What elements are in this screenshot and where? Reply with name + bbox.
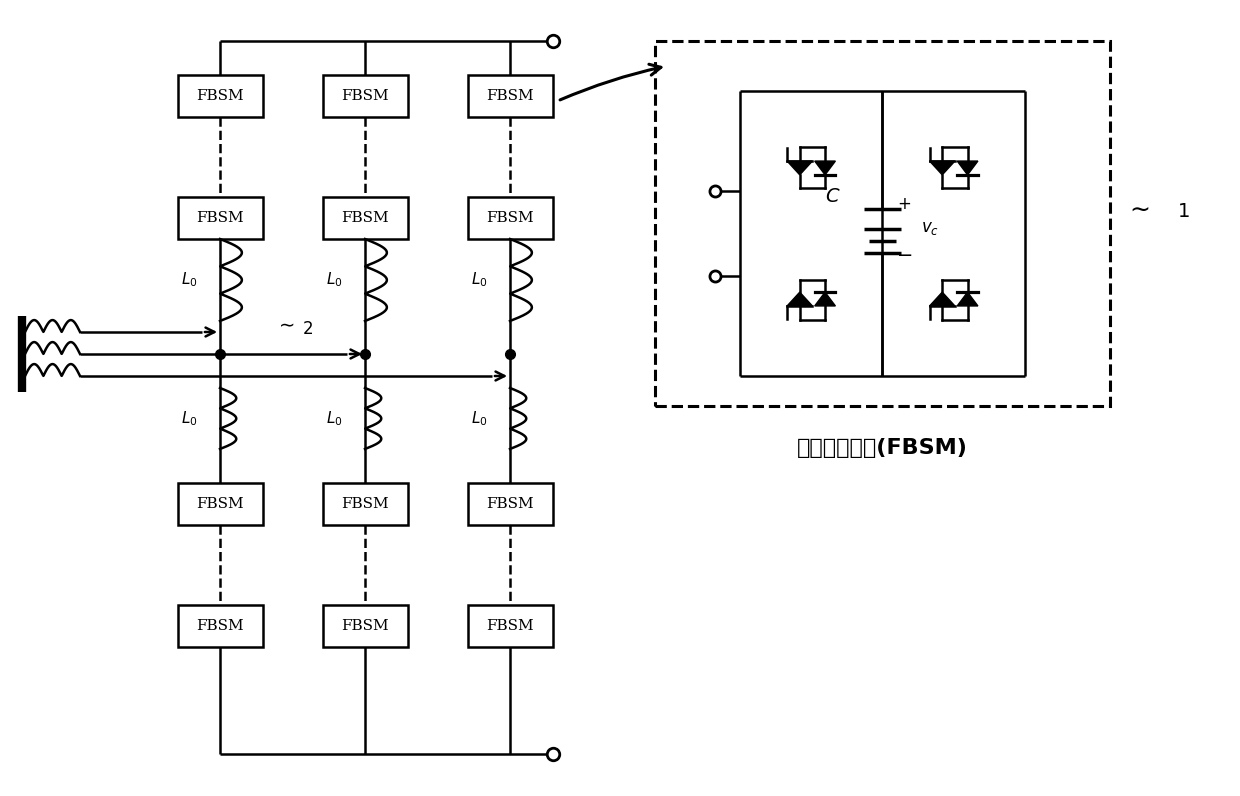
Bar <box>467 75 553 117</box>
Text: $L_0$: $L_0$ <box>326 409 343 428</box>
Text: $v_c$: $v_c$ <box>921 220 940 237</box>
Text: FBSM: FBSM <box>196 619 244 633</box>
Text: FBSM: FBSM <box>341 497 389 511</box>
Polygon shape <box>815 292 836 306</box>
Bar <box>467 605 553 647</box>
Text: FBSM: FBSM <box>341 211 389 225</box>
Bar <box>322 483 408 525</box>
Polygon shape <box>930 161 955 175</box>
Bar <box>655 41 1110 406</box>
Text: $L_0$: $L_0$ <box>326 271 343 290</box>
Text: $\sim$: $\sim$ <box>1126 197 1151 220</box>
Text: FBSM: FBSM <box>196 211 244 225</box>
Bar <box>177 75 263 117</box>
Text: FBSM: FBSM <box>486 619 533 633</box>
Polygon shape <box>787 292 812 306</box>
Text: FBSM: FBSM <box>196 497 244 511</box>
Text: FBSM: FBSM <box>341 89 389 103</box>
Text: $-$: $-$ <box>897 244 913 263</box>
Text: 全桥型子模块(FBSM): 全桥型子模块(FBSM) <box>797 438 968 458</box>
Polygon shape <box>957 292 978 306</box>
Bar <box>322 75 408 117</box>
Text: FBSM: FBSM <box>341 619 389 633</box>
Text: $2$: $2$ <box>303 321 312 338</box>
Bar <box>322 197 408 239</box>
Text: $C$: $C$ <box>825 188 841 205</box>
Bar <box>467 483 553 525</box>
Polygon shape <box>787 161 812 175</box>
Polygon shape <box>957 161 978 175</box>
Polygon shape <box>815 161 836 175</box>
Text: FBSM: FBSM <box>196 89 244 103</box>
Text: $L_0$: $L_0$ <box>181 271 198 290</box>
Text: $L_0$: $L_0$ <box>181 409 198 428</box>
Polygon shape <box>930 292 955 306</box>
Bar <box>467 197 553 239</box>
Text: FBSM: FBSM <box>486 497 533 511</box>
Bar <box>177 483 263 525</box>
Text: $1$: $1$ <box>1177 202 1189 220</box>
Text: FBSM: FBSM <box>486 89 533 103</box>
Text: $+$: $+$ <box>898 194 911 213</box>
Text: FBSM: FBSM <box>486 211 533 225</box>
Bar <box>177 605 263 647</box>
Bar <box>322 605 408 647</box>
Text: $\sim$: $\sim$ <box>275 314 295 334</box>
Text: $L_0$: $L_0$ <box>471 409 489 428</box>
Text: $L_0$: $L_0$ <box>471 271 489 290</box>
Bar <box>177 197 263 239</box>
